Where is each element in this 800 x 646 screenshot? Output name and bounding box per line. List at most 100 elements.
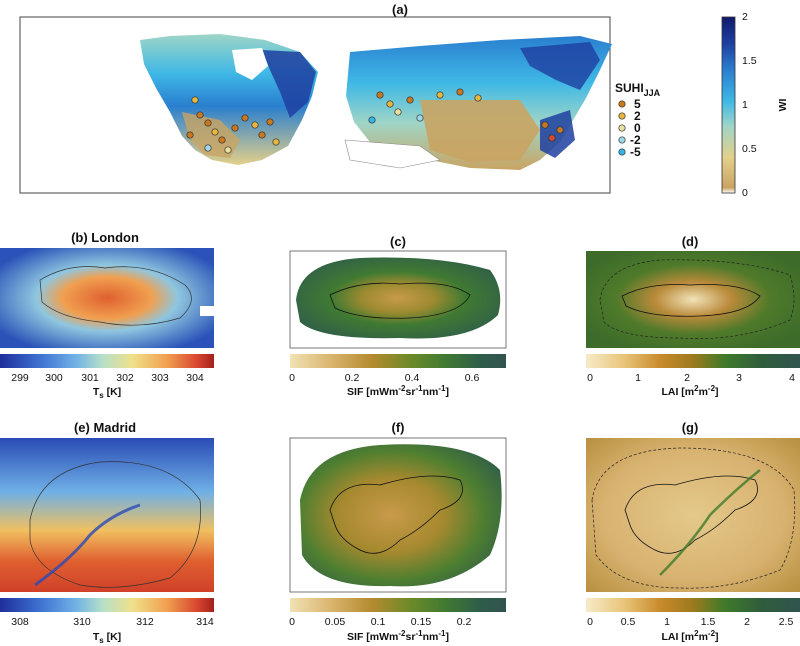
london-ts-tick: 299 [11,372,29,384]
suhi-point [191,96,199,104]
madrid-lai-tick: 1 [664,616,670,628]
suhi-legend-marker [618,136,626,144]
madrid-sif-map [300,444,502,587]
hudson-bay [232,48,268,80]
suhi-legend-marker [618,124,626,132]
suhi-point [456,88,464,96]
madrid-ts-ticks: 308 310 312 314 [11,616,214,628]
suhi-point [436,91,444,99]
suhi-point [204,119,212,127]
suhi-point [406,96,414,104]
london-lai-tick: 3 [736,372,742,384]
panel-e-title: (e) Madrid [74,420,136,435]
panel-b-title: (b) London [71,230,139,245]
london-ts-tick: 301 [81,372,99,384]
panel-a-title: (a) [392,2,408,17]
london-sif-urban-outline [329,282,471,319]
wi-tick: 2 [742,11,748,23]
madrid-ts-map [0,438,214,592]
suhi-legend-marker [618,112,626,120]
london-masked-area [200,306,214,316]
london-lai-tick: 2 [684,372,690,384]
siberia-humid-area [520,42,600,90]
suhi-legend-marker [618,148,626,156]
london-lai-buffer-outline [599,259,795,339]
madrid-ts-tick: 312 [136,616,154,628]
madrid-sif-urban-outline [329,475,463,554]
wi-colorbar [721,16,736,194]
london-sif-label: SIF [mWm-2sr-1nm-1] [347,384,449,398]
london-sif-colorbar [290,354,506,368]
london-lai-tick: 0 [587,372,593,384]
suhi-point [224,146,232,154]
london-ts-tick: 304 [186,372,204,384]
london-lai-label: LAI [m2m-2] [661,384,718,398]
madrid-sif-tick: 0.15 [411,616,432,628]
suhi-point [416,114,424,122]
madrid-cool-corridor [34,503,141,587]
suhi-point [394,108,402,116]
madrid-sif-label: SIF [mWm-2sr-1nm-1] [347,629,449,643]
suhi-legend-label: -2 [630,133,641,147]
suhi-point [386,100,394,108]
suhi-point [251,121,259,129]
london-lai-tick: 1 [635,372,641,384]
madrid-lai-tick: 0 [587,616,593,628]
suhi-point [474,94,482,102]
panel-d-title: (d) [682,234,699,249]
london-sif-tick: 0.6 [465,372,480,384]
wi-tick: 1.5 [742,55,757,67]
suhi-point [204,144,212,152]
suhi-legend-label: 0 [634,121,641,135]
eurasia-dry-area [420,100,540,162]
madrid-lai-colorbar [586,598,800,612]
madrid-ts-colorbar [0,598,214,612]
london-lai-colorbar [586,354,800,368]
suhi-point [556,126,564,134]
london-ts-tick: 302 [116,372,134,384]
east-asia-humid-area [540,110,575,158]
madrid-lai-tick: 2 [744,616,750,628]
sahara-outline [344,139,441,169]
madrid-ts-tick: 314 [196,616,214,628]
madrid-sif-tick: 0.2 [457,616,472,628]
wi-tick: 0 [742,187,748,199]
madrid-ts-tick: 308 [11,616,29,628]
suhi-legend: SUHIJJA 5 2 0 -2 -5 [615,81,661,159]
london-sif-tick: 0 [289,372,295,384]
suhi-point [186,131,194,139]
london-lai-tick: 4 [789,372,795,384]
madrid-lai-tick: 2.5 [779,616,794,628]
madrid-lai-map [586,438,800,592]
suhi-point [211,128,219,136]
london-lai-urban-outline [621,284,761,317]
suhi-legend-marker [618,100,626,108]
suhi-point [272,138,280,146]
panel-c-title: (c) [390,234,406,249]
madrid-sif-tick: 0.05 [325,616,346,628]
wi-tick: 1 [742,99,748,111]
london-sif-tick: 0.2 [345,372,360,384]
london-sif-map [296,257,501,339]
suhi-point [376,91,384,99]
london-ts-tick: 300 [45,372,63,384]
madrid-lai-green-corridor [659,469,761,576]
london-ts-map [0,248,214,348]
suhi-legend-label: 2 [634,109,641,123]
madrid-sif-ticks: 0 0.05 0.1 0.15 0.2 [289,616,471,628]
wi-tick: 0.5 [742,143,757,155]
madrid-lai-buffer-outline [591,447,796,589]
suhi-legend-title: SUHIJJA [615,81,661,98]
madrid-lai-ticks: 0 0.5 1 1.5 2 2.5 [587,616,793,628]
madrid-sif-colorbar [290,598,506,612]
madrid-lai-tick: 0.5 [621,616,636,628]
london-sif-ticks: 0 0.2 0.4 0.6 [289,372,479,384]
suhi-point [258,131,266,139]
london-ts-colorbar [0,354,214,368]
madrid-lai-tick: 1.5 [701,616,716,628]
north-america-dry-area [182,112,240,158]
suhi-point [368,116,376,124]
madrid-boundary [29,461,201,588]
london-ts-ticks: 299 300 301 302 303 304 [11,372,204,384]
